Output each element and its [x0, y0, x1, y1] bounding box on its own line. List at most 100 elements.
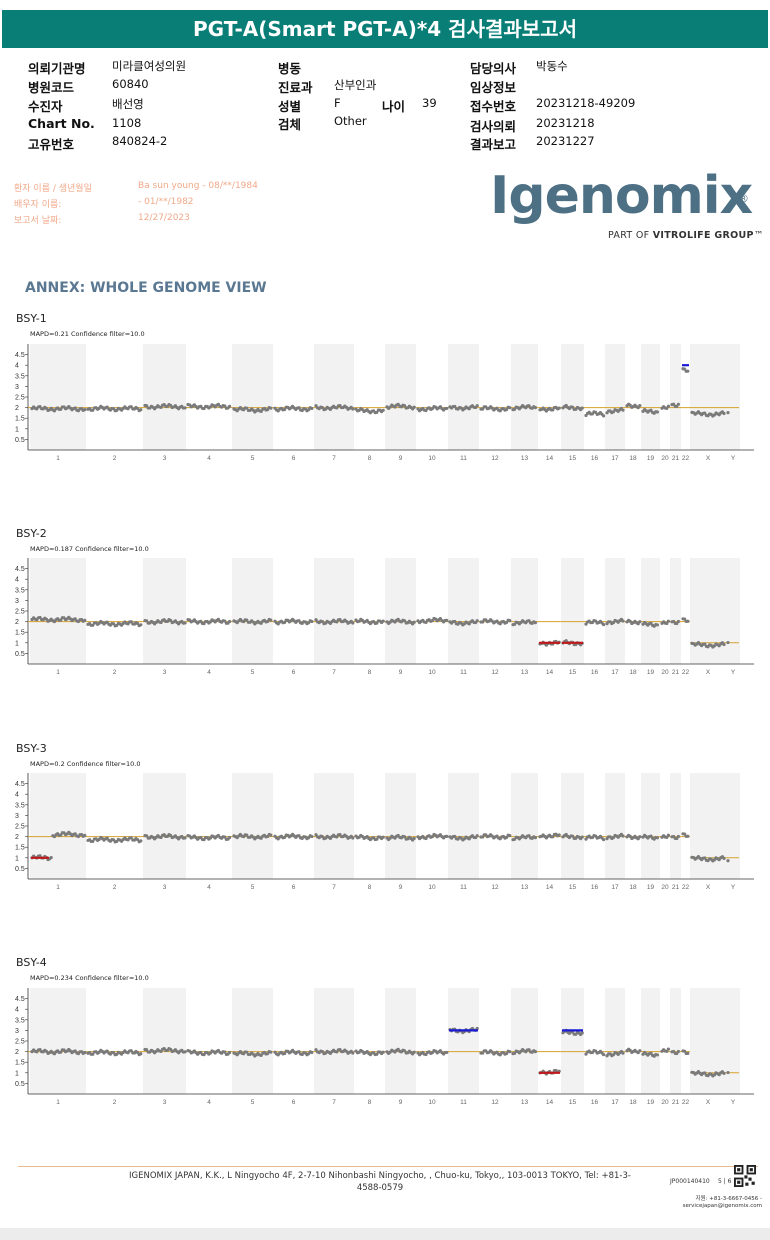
copy-number-points-14 — [538, 405, 561, 413]
copy-number-points-21 — [670, 1049, 681, 1056]
x-tick-label-1: 1 — [56, 669, 60, 676]
chromosome-band-13 — [511, 558, 538, 664]
x-tick-label-19: 19 — [647, 1099, 655, 1106]
age-value: 39 — [422, 96, 437, 110]
data-point — [666, 1047, 671, 1051]
y-tick-label: 2.5 — [15, 395, 25, 402]
y-tick-label: 1 — [15, 640, 19, 647]
chromosome-band-19 — [641, 773, 660, 879]
chromosome-band-5 — [232, 773, 273, 879]
chromosome-band-11 — [448, 344, 479, 450]
x-tick-label-2: 2 — [113, 669, 117, 676]
copy-number-points-1 — [30, 404, 87, 413]
data-point — [375, 410, 379, 414]
cnv-plot-bsy-4: 4.543.532.521.510.51 2 3 4 5 6 7 8 9 10 11 12 13 14 15… — [15, 988, 754, 1106]
copy-number-points-3 — [143, 833, 187, 841]
chromosome-band-1 — [30, 988, 86, 1094]
data-point — [403, 1049, 407, 1053]
data-point — [602, 414, 606, 418]
copy-number-points-17 — [605, 1049, 625, 1058]
chromosome-band-xy — [690, 773, 740, 879]
data-point — [508, 406, 512, 410]
copy-number-points-6 — [273, 404, 314, 413]
x-tick-label-9: 9 — [399, 1099, 403, 1106]
patient-name-value: Ba sun young - 08/**/1984 — [138, 181, 258, 191]
data-point — [683, 367, 687, 371]
data-point — [351, 621, 355, 625]
footer-divider — [18, 1166, 758, 1167]
data-point — [505, 1051, 509, 1056]
data-point — [310, 619, 314, 624]
data-point — [183, 1050, 187, 1054]
data-point — [223, 619, 227, 623]
copy-number-points-11 — [448, 834, 479, 842]
x-tick-label-3: 3 — [163, 669, 167, 676]
data-point — [145, 1048, 149, 1052]
data-point — [228, 619, 232, 624]
data-point — [505, 620, 509, 625]
doctor-label: 담당의사 — [470, 61, 517, 76]
x-tick-label-22: 22 — [682, 1099, 690, 1106]
data-point — [245, 833, 249, 837]
y-tick-label: 0.5 — [15, 1081, 25, 1088]
x-tick-label-14: 14 — [546, 669, 554, 676]
data-point — [403, 619, 407, 623]
data-point — [508, 619, 512, 623]
data-point — [245, 618, 249, 622]
clinical-info-label: 임상정보 — [470, 80, 517, 95]
data-point — [676, 619, 681, 624]
data-point — [310, 1050, 314, 1055]
x-tick-label-7: 7 — [332, 884, 336, 891]
data-point — [139, 839, 143, 843]
copy-number-points-X — [690, 410, 726, 418]
data-point — [59, 618, 63, 622]
x-tick-label-14: 14 — [546, 1099, 554, 1106]
copy-number-points-21 — [670, 402, 681, 408]
x-tick-label-13: 13 — [521, 455, 529, 462]
x-tick-label-10: 10 — [428, 1099, 436, 1106]
y-tick-label: 4.5 — [15, 352, 25, 359]
x-tick-label-Y: Y — [731, 1099, 736, 1106]
chromosome-band-xy — [690, 344, 740, 450]
data-point — [683, 1049, 687, 1053]
y-tick-label: 3 — [15, 384, 19, 391]
y-tick-label: 2 — [15, 619, 19, 626]
copy-number-points-9 — [385, 617, 416, 626]
x-tick-label-4: 4 — [207, 884, 211, 891]
data-point — [412, 620, 416, 624]
copy-number-points-7 — [314, 618, 355, 626]
data-point — [59, 1050, 63, 1054]
chromosome-band-17 — [605, 344, 625, 450]
data-point — [683, 617, 687, 621]
chromosome-band-5 — [232, 344, 273, 450]
x-tick-label-6: 6 — [292, 455, 296, 462]
copy-number-points-20 — [660, 833, 671, 839]
data-point — [269, 406, 273, 410]
x-tick-label-2: 2 — [113, 884, 117, 891]
logo-registered-mark: ® — [738, 192, 749, 205]
copy-number-points-22 — [681, 617, 690, 623]
data-point — [139, 1052, 143, 1056]
footer-address: IGENOMIX JAPAN, K.K., L Ningyocho 4F, 2-… — [129, 1171, 631, 1193]
data-point — [297, 1050, 301, 1054]
y-tick-label: 1 — [15, 855, 19, 862]
x-tick-label-21: 21 — [672, 669, 680, 676]
copy-number-points-7 — [314, 404, 355, 412]
data-point — [145, 619, 149, 623]
chromosome-band-1 — [30, 558, 86, 664]
copy-number-points-22 — [681, 832, 690, 838]
specimen-value: Other — [334, 114, 367, 128]
copy-number-points-12 — [479, 405, 512, 413]
examinee-label: 수진자 — [28, 99, 63, 114]
copy-number-points-7 — [314, 1048, 355, 1056]
x-tick-label-4: 4 — [207, 455, 211, 462]
data-point — [722, 411, 726, 416]
chromosome-band-15 — [561, 558, 584, 664]
x-tick-label-21: 21 — [672, 884, 680, 891]
copy-number-points-21 — [670, 834, 681, 841]
data-point — [91, 839, 95, 843]
sex-label: 성별 — [278, 99, 302, 114]
age-label: 나이 — [382, 99, 406, 114]
chromosome-band-1 — [30, 344, 86, 450]
